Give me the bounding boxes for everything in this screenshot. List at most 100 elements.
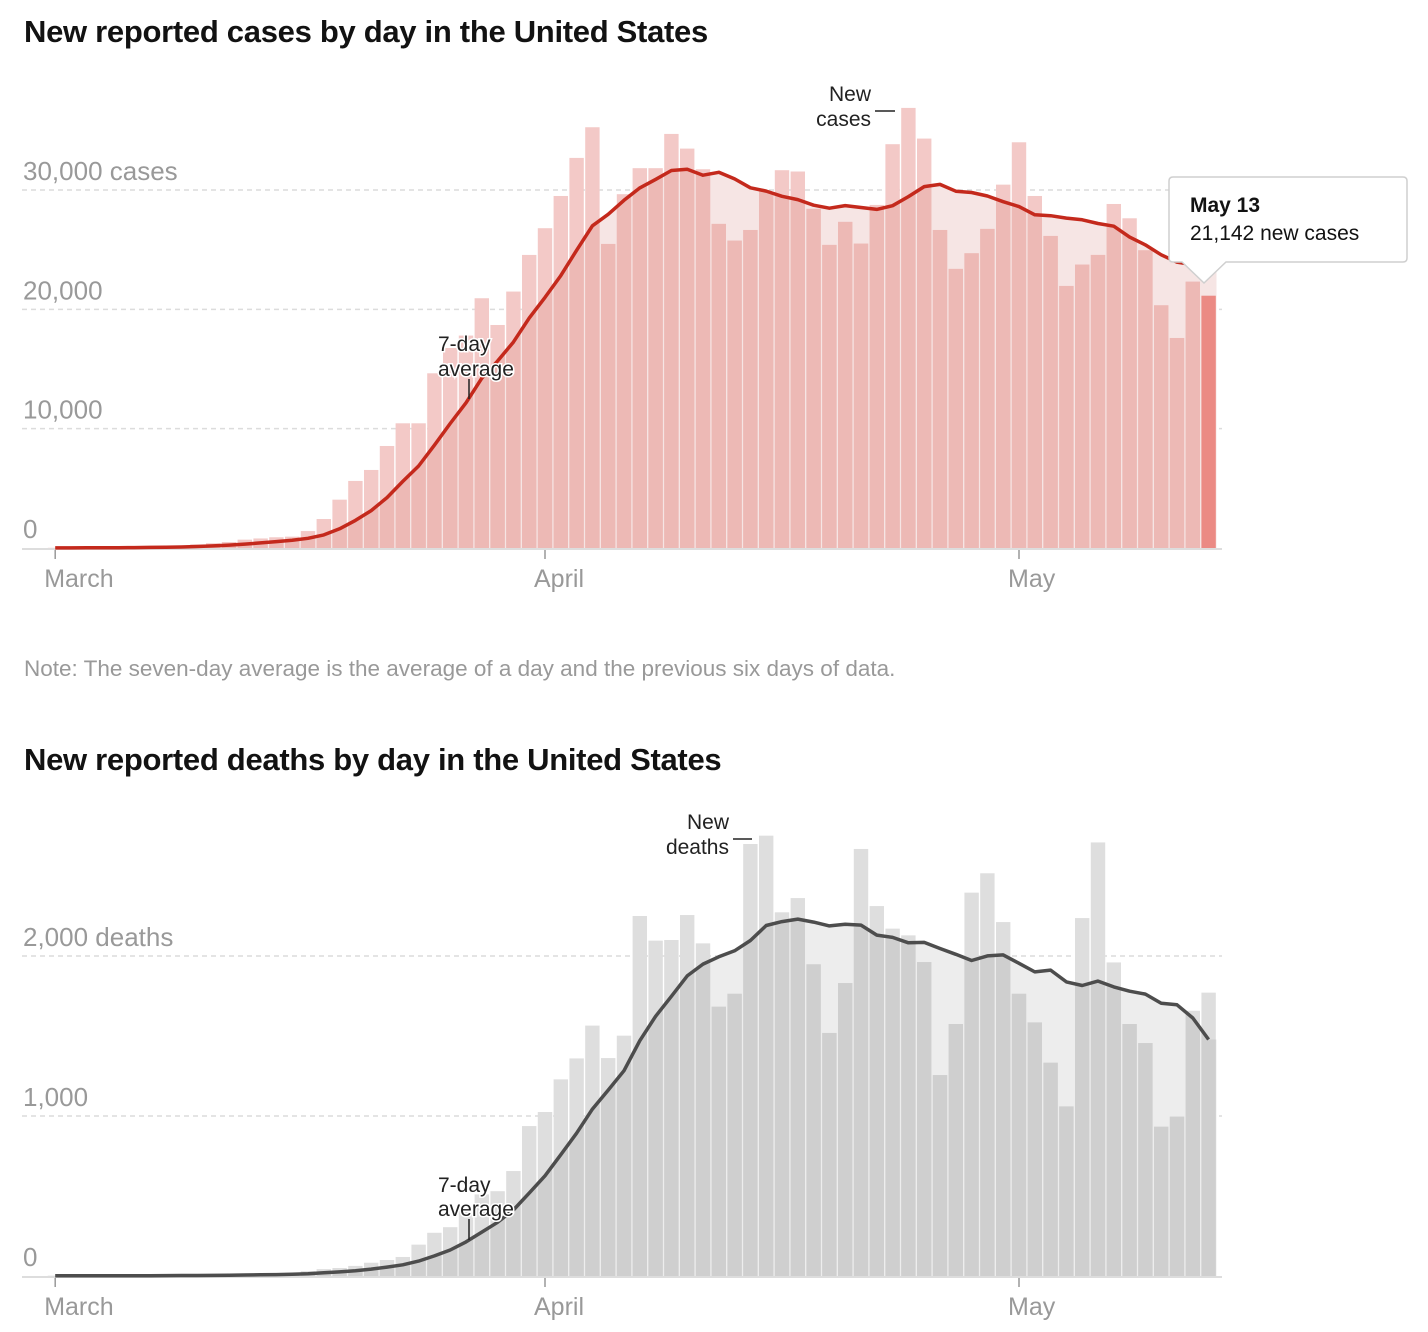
bar-under-average [917,962,932,1276]
bar-under-average [1043,235,1058,548]
cases-average-annotation: 7-day average [437,332,515,399]
cases-chart: 0 10,000 20,000 30,000 cases March April May [22,107,1222,593]
seven-day-average-line [55,917,1211,1278]
annotation-text: average [438,358,514,381]
bar-under-average [822,244,837,548]
annotation-text: average [438,1198,514,1221]
x-tick-label: May [1008,565,1056,593]
annotation-text: deaths [666,836,729,859]
bar-under-average [1011,169,1027,548]
bar-under-average [537,228,553,548]
bar-under-average [774,919,790,1276]
bar-under-average [964,919,979,1276]
bar-under-average [695,943,711,1276]
bar-under-average [1106,962,1121,1276]
bar-under-average [774,170,790,548]
chart-note: Note: The seven-day average is the avera… [24,656,896,681]
bar-under-average [743,229,758,548]
bar-under-average [585,169,600,548]
y-tick-label: 2,000 deaths [23,922,173,952]
bar-under-average [838,983,853,1276]
bar-under-average [664,169,679,548]
bar-under-average [917,169,932,548]
bar-under-average [680,169,695,548]
deaths-chart-title: New reported deaths by day in the United… [24,742,722,777]
tooltip-box [1168,176,1408,285]
bar-under-average [1154,305,1169,548]
bar-under-average [695,169,711,548]
y-tick-label: 10,000 [23,395,103,425]
y-tick-label: 1,000 [23,1082,88,1112]
bar-under-average [1106,203,1121,548]
bar-under-average [948,1024,963,1276]
bar-under-average [1185,1010,1200,1276]
annotation-text: 7-day [438,1174,491,1197]
bar-under-average [616,1035,632,1276]
bar-under-average [885,928,900,1276]
bar-under-average [727,240,742,548]
y-tick-label: 20,000 [23,275,103,305]
y-tick-label: 30,000 cases [23,156,178,186]
bar-under-average [680,919,695,1276]
x-tick-label: April [534,1293,584,1321]
bar-under-average [901,935,916,1276]
tooltip-value: 21,142 new cases [1190,222,1359,245]
bar-under-average [806,208,821,548]
bar-under-average [569,169,584,548]
bar-under-average [932,1075,948,1276]
bar-under-average [1154,1126,1169,1276]
bar-under-average [1090,919,1106,1276]
x-tick-label: March [44,1293,113,1321]
bar-under-average [1185,281,1200,548]
bar-under-average [806,964,821,1276]
tooltip: May 13 21,142 new cases [1168,176,1408,285]
bar-under-average [1059,285,1074,548]
deaths-average-annotation: 7-day average [437,1173,515,1240]
cases-bars-annotation: New cases [815,82,895,133]
bar-under-average [980,919,995,1276]
bar-under-average [822,1032,837,1276]
x-tick-label: May [1008,1293,1056,1321]
bar-under-average [759,191,774,548]
bar-under-average [790,919,805,1276]
bar-under-average [664,940,679,1276]
bar-under-average [996,922,1011,1276]
y-tick-label: 0 [23,1242,37,1272]
bar-under-average [790,171,805,548]
tooltip-date: May 13 [1190,194,1260,217]
bar-under-average [1201,992,1216,1276]
bar-under-average [964,253,979,548]
highlighted-bar [1201,295,1216,548]
bar-under-average [506,291,521,548]
bar-under-average [869,919,884,1276]
bar-under-average [711,223,726,548]
annotation-text: New [829,83,872,106]
bar-under-average [1090,254,1106,548]
annotation-text: 7-day [438,333,491,356]
annotation-text: New [687,811,730,834]
bar-under-average [1169,337,1185,548]
y-tick-label: 0 [23,514,37,544]
bar-under-average [948,268,963,548]
bar-under-average [616,194,632,548]
bar-under-average [980,228,995,548]
bar-under-average [853,919,869,1276]
bar-under-average [885,169,900,548]
seven-day-average-line [55,167,1210,550]
bar-under-average [711,1006,726,1276]
deaths-bars-annotation: New deaths [664,810,752,861]
bar-under-average [1011,993,1027,1276]
bar-under-average [490,324,505,548]
bar-under-average [1043,1062,1058,1276]
bar-under-average [1122,1024,1137,1276]
cases-chart-title: New reported cases by day in the United … [24,14,708,49]
bar-under-average [932,229,948,548]
bar-under-average [1075,919,1090,1276]
bar-under-average [553,195,568,548]
bar-under-average [1122,218,1137,548]
bar-under-average [1169,1116,1185,1276]
bar-under-average [522,254,537,548]
annotation-text: cases [816,108,871,131]
bar-under-average [601,243,616,548]
